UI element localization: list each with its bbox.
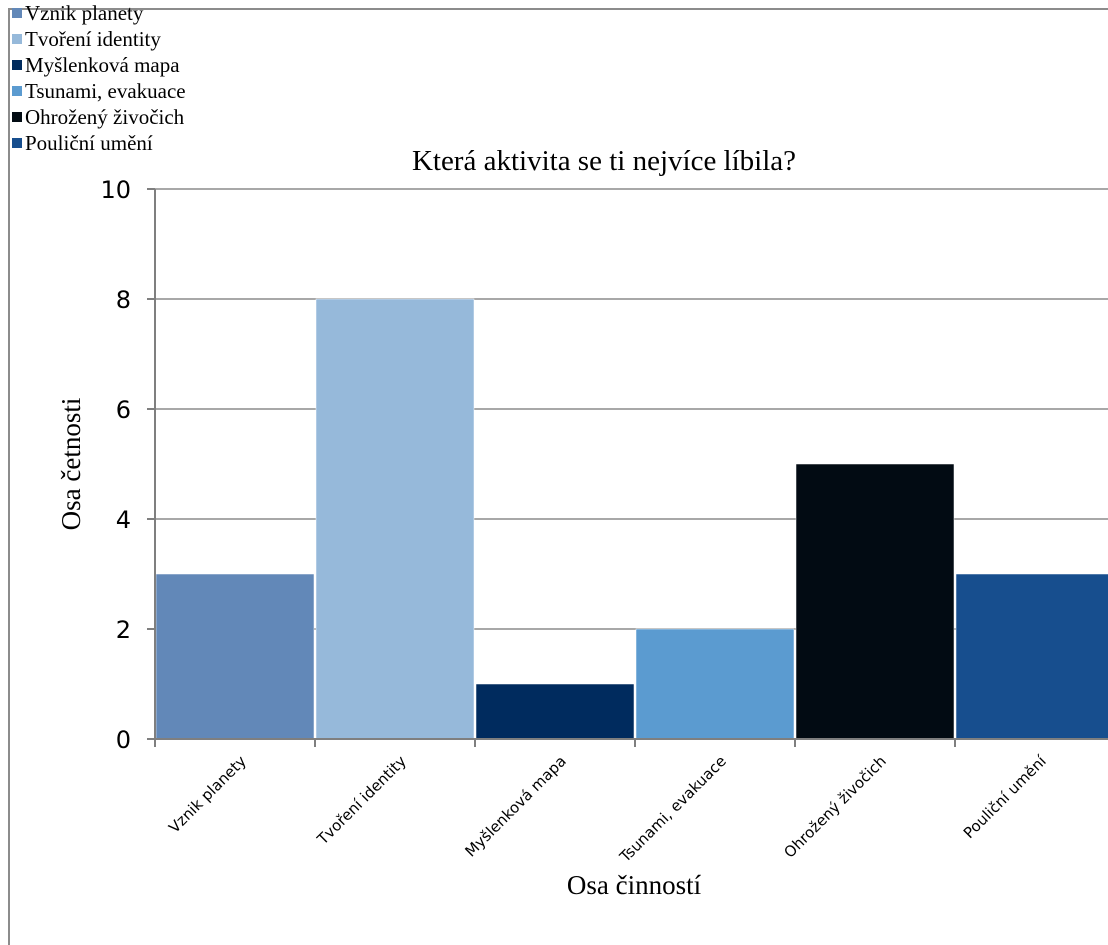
bar-3 — [475, 683, 635, 740]
legend-label-1: Vznik planety — [25, 1, 144, 25]
y-tick-labels: 0 2 4 6 8 10 — [100, 176, 131, 754]
legend-swatch-3 — [12, 60, 22, 70]
gridlines — [155, 188, 1108, 630]
legend-label-2: Tvoření identity — [25, 27, 161, 51]
x-tick-label-1: Vznik planety — [165, 752, 250, 837]
legend-swatch-1 — [12, 8, 22, 18]
chart-title: Která aktivita se ti nejvíce líbila? — [412, 145, 796, 177]
y-tick-label-10: 10 — [100, 176, 131, 204]
x-tick-label-5: Ohrožený živočich — [780, 752, 890, 862]
x-tick-label-2: Tvoření identity — [313, 752, 410, 849]
legend-swatch-4 — [12, 86, 22, 96]
y-tick-label-0: 0 — [116, 726, 131, 754]
legend-swatch-2 — [12, 34, 22, 44]
y-tick-label-4: 4 — [116, 506, 131, 534]
legend-label-6: Pouliční umění — [25, 131, 153, 155]
x-tick-label-6: Pouliční umění — [960, 752, 1051, 843]
bar-5 — [795, 463, 955, 740]
x-axis-label: Osa činností — [567, 870, 702, 900]
y-tick-label-2: 2 — [116, 616, 131, 644]
y-axis-label: Osa četnosti — [56, 398, 86, 531]
bar-2 — [315, 298, 475, 740]
x-tick-labels: Vznik planety Tvoření identity Myšlenková … — [165, 752, 1050, 867]
bar-6 — [955, 573, 1108, 740]
legend-label-5: Ohrožený živočich — [25, 105, 185, 129]
y-tick-label-6: 6 — [116, 396, 131, 424]
y-tick-label-8: 8 — [116, 286, 131, 314]
legend-label-3: Myšlenková mapa — [25, 53, 180, 77]
axes — [147, 188, 1108, 747]
bar-4 — [635, 628, 795, 740]
x-tick-label-4: Tsunami, evakuace — [615, 752, 729, 866]
legend-label-4: Tsunami, evakuace — [25, 79, 186, 103]
legend-swatch-5 — [12, 112, 22, 122]
x-tick-label-3: Myšlenková mapa — [461, 752, 569, 860]
legend-swatch-6 — [12, 138, 22, 148]
bars — [155, 298, 1108, 740]
bar-1 — [155, 573, 315, 740]
